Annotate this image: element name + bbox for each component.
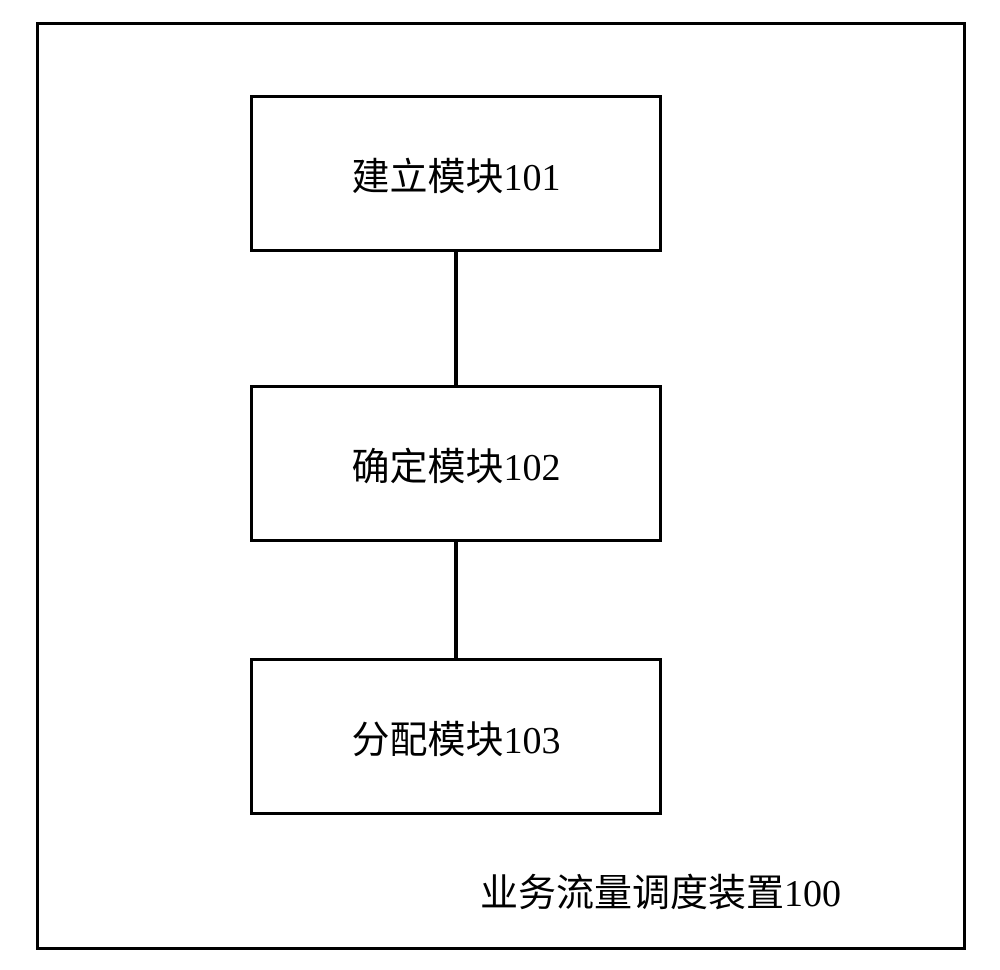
diagram-caption: 业务流量调度装置100 — [480, 862, 841, 917]
connector-102-103 — [454, 542, 458, 658]
module-label-102: 确定模块102 — [351, 436, 560, 491]
module-box-101: 建立模块101 — [250, 95, 662, 252]
module-box-103: 分配模块103 — [250, 658, 662, 815]
caption-text: 业务流量调度装置100 — [480, 873, 841, 915]
module-label-103: 分配模块103 — [351, 709, 560, 764]
connector-101-102 — [454, 252, 458, 385]
module-label-101: 建立模块101 — [351, 146, 560, 201]
module-box-102: 确定模块102 — [250, 385, 662, 542]
